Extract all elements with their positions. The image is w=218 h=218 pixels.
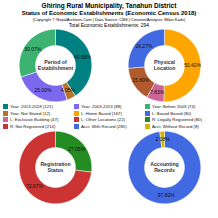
svg-text:7.83%: 7.83% (150, 89, 165, 95)
svg-text:40.68%: 40.68% (73, 54, 91, 60)
html-text:Status of Economic Establishme: Status of Economic Establishments (Econo… (21, 9, 197, 16)
html-text:Year: 2003-2013 (88): Year: 2003-2013 (88) (81, 104, 122, 110)
html-text:Ghiring Rural Municipality, Ta: Ghiring Rural Municipality, Tanahun Dist… (41, 2, 177, 9)
html-text:Year: Not Stated (12): Year: Not Stated (12) (10, 110, 51, 116)
svg-text:50.42%: 50.42% (184, 63, 201, 69)
html-text:L: Home Based (167): L: Home Based (167) (81, 110, 122, 116)
html-text:L: Exclusive Building (47): L: Exclusive Building (47) (10, 117, 59, 123)
svg-text:72.97%: 72.97% (25, 182, 43, 188)
svg-text:PhysicalLocation: PhysicalLocation (153, 60, 175, 72)
html-text:Year: 2013-2018 (121): Year: 2013-2018 (121) (10, 104, 53, 110)
svg-text:15.80%: 15.80% (132, 77, 150, 83)
svg-text:2.08%: 2.08% (155, 136, 170, 142)
svg-text:Period ofEstablishment: Period ofEstablishment (37, 60, 73, 72)
html-text:L: Based Based (80): L: Based Based (80) (152, 110, 192, 116)
html-text:Acct. With Record (285): Acct. With Record (285) (81, 123, 127, 129)
html-text:Total Economic Establishments:: Total Economic Establishments: 294 (68, 22, 150, 28)
html-text:L: Other Locations (22): L: Other Locations (22) (81, 117, 125, 123)
html-text:Year: Before 2003 (74): Year: Before 2003 (74) (152, 104, 196, 110)
html-text:(Copyright © NepalArchives.Com: (Copyright © NepalArchives.Com | Data So… (32, 17, 186, 22)
svg-text:RegistrationStatus: RegistrationStatus (40, 161, 70, 173)
svg-text:AccountingRecords: AccountingRecords (150, 161, 179, 173)
svg-text:25.00%: 25.00% (34, 88, 52, 94)
svg-text:26.27%: 26.27% (135, 43, 153, 49)
svg-text:97.82%: 97.82% (157, 192, 175, 198)
svg-text:27.05%: 27.05% (68, 145, 86, 151)
svg-text:30.07%: 30.07% (24, 46, 42, 52)
html-text:R: Legally Registered (80): R: Legally Registered (80) (152, 117, 202, 123)
html-text:R: Not Registered (214): R: Not Registered (214) (10, 123, 56, 129)
svg-text:4.05%: 4.05% (60, 88, 75, 94)
html-text:Acct. Without Record (8): Acct. Without Record (8) (152, 123, 199, 129)
